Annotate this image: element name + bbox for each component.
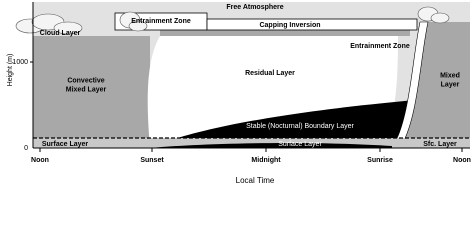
residual-top-band <box>160 30 410 36</box>
region-label: Cloud Layer <box>40 30 81 37</box>
x-ticks <box>39 148 463 152</box>
region-label: Entrainment Zone <box>350 43 410 50</box>
x-tick-label: Sunrise <box>367 157 393 164</box>
region-label: Stable (Nocturnal) Boundary Layer <box>246 123 354 130</box>
capping-inversion-box <box>206 18 418 31</box>
region-label: Surface Layer <box>278 141 322 148</box>
y-axis-label: Height (m) <box>7 54 14 87</box>
x-tick-label: Sunset <box>140 157 164 164</box>
diagram: Free Atmosphere Entrainment Zone Capping… <box>7 2 471 185</box>
clouds <box>15 6 450 35</box>
y-tick-label: 0 <box>24 145 28 152</box>
region-label: Mixed Layer <box>440 72 460 88</box>
y-tick-label: 1000 <box>12 59 28 66</box>
stable-layer-area <box>150 100 416 148</box>
x-axis-label: Local Time <box>236 176 275 185</box>
region-label: Surface Layer <box>42 141 89 148</box>
surface-layer-area <box>33 138 470 148</box>
region-label: Convective Mixed Layer <box>66 77 107 93</box>
x-tick-label: Noon <box>31 157 49 164</box>
right-entrainment-zone <box>391 21 429 149</box>
region-label: Residual Layer <box>245 70 295 77</box>
x-tick-label: Midnight <box>251 157 281 164</box>
region-label: Entrainment Zone <box>131 18 191 25</box>
mixed-layer-area <box>33 36 150 148</box>
region-label: Capping Inversion <box>259 22 320 29</box>
stable-surface-edge <box>150 142 392 148</box>
x-tick-label: Noon <box>453 157 471 164</box>
title: Free Atmosphere <box>226 4 283 11</box>
region-label: Sfc. Layer <box>423 141 457 148</box>
